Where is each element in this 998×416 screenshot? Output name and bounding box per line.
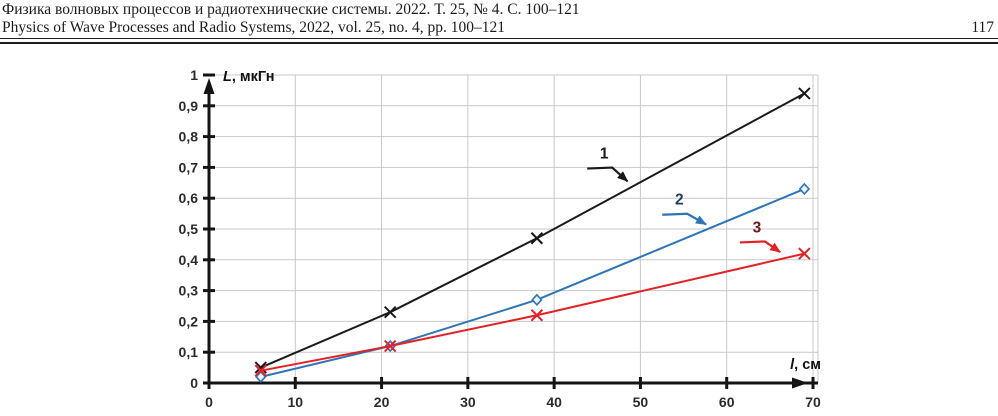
x-tick-label: 60 bbox=[719, 394, 735, 410]
y-tick-label: 0,2 bbox=[179, 313, 199, 329]
journal-title-en: Physics of Wave Processes and Radio Syst… bbox=[2, 19, 506, 36]
series-3-marker bbox=[254, 364, 267, 377]
series-1-marker bbox=[798, 87, 811, 100]
x-tick-label: 30 bbox=[460, 394, 476, 410]
annotation-1: 1 bbox=[587, 146, 629, 183]
series-1-line bbox=[260, 92, 805, 369]
x-tick-label: 0 bbox=[205, 394, 213, 410]
series-3-line bbox=[260, 252, 805, 372]
page-number: 117 bbox=[971, 19, 994, 36]
annotation-arrow bbox=[739, 240, 782, 254]
series-2-marker bbox=[798, 182, 811, 196]
chart-grid bbox=[209, 74, 819, 383]
annotation-number: 2 bbox=[675, 192, 684, 209]
x-axis-title: l, см bbox=[790, 357, 821, 373]
x-tick-label: 50 bbox=[633, 394, 649, 410]
series-1 bbox=[254, 87, 811, 374]
annotation-number: 1 bbox=[600, 146, 609, 163]
annotation-3: 3 bbox=[739, 219, 782, 254]
header-rule bbox=[0, 38, 998, 44]
series-2-marker bbox=[531, 293, 543, 307]
tick-labels: 00,10,20,30,40,50,60,70,80,910 10 20 30 40 50… bbox=[179, 67, 821, 410]
y-tick-label: 0,1 bbox=[179, 344, 199, 360]
series-1-marker bbox=[530, 232, 544, 245]
x-tick-label: 20 bbox=[374, 394, 390, 410]
series-3-marker bbox=[383, 339, 397, 353]
y-axis-title: L, мкГн bbox=[223, 69, 275, 85]
x-tick-label: 10 bbox=[287, 394, 303, 410]
series-1-marker bbox=[254, 361, 267, 374]
y-tick-label: 0 bbox=[190, 375, 198, 391]
axes bbox=[203, 73, 818, 389]
y-tick-label: 0,8 bbox=[179, 129, 199, 145]
y-tick-label: 0,6 bbox=[179, 190, 199, 206]
x-axis-arrow bbox=[792, 377, 808, 389]
x-tick-label: 40 bbox=[546, 394, 562, 410]
series-1-marker bbox=[383, 305, 397, 319]
y-tick-label: 0,4 bbox=[179, 252, 199, 268]
y-tick-label: 1 bbox=[190, 67, 198, 83]
journal-title-ru: Физика волновых процессов и радиотехниче… bbox=[2, 1, 580, 18]
annotation-2: 2 bbox=[662, 192, 707, 226]
series-3-marker bbox=[530, 309, 544, 322]
y-tick-label: 0,5 bbox=[179, 221, 199, 237]
annotation-number: 3 bbox=[753, 219, 762, 236]
annotation-arrow bbox=[662, 212, 707, 226]
series-2-line bbox=[260, 188, 805, 378]
y-tick-label: 0,7 bbox=[179, 159, 199, 175]
annotation-arrow bbox=[587, 166, 629, 183]
x-tick-label: 70 bbox=[805, 394, 821, 410]
y-axis-arrow bbox=[203, 78, 215, 94]
series-3 bbox=[254, 247, 811, 377]
series-3-marker bbox=[798, 247, 811, 260]
y-tick-label: 0,3 bbox=[179, 283, 199, 299]
y-tick-label: 0,9 bbox=[179, 98, 199, 114]
